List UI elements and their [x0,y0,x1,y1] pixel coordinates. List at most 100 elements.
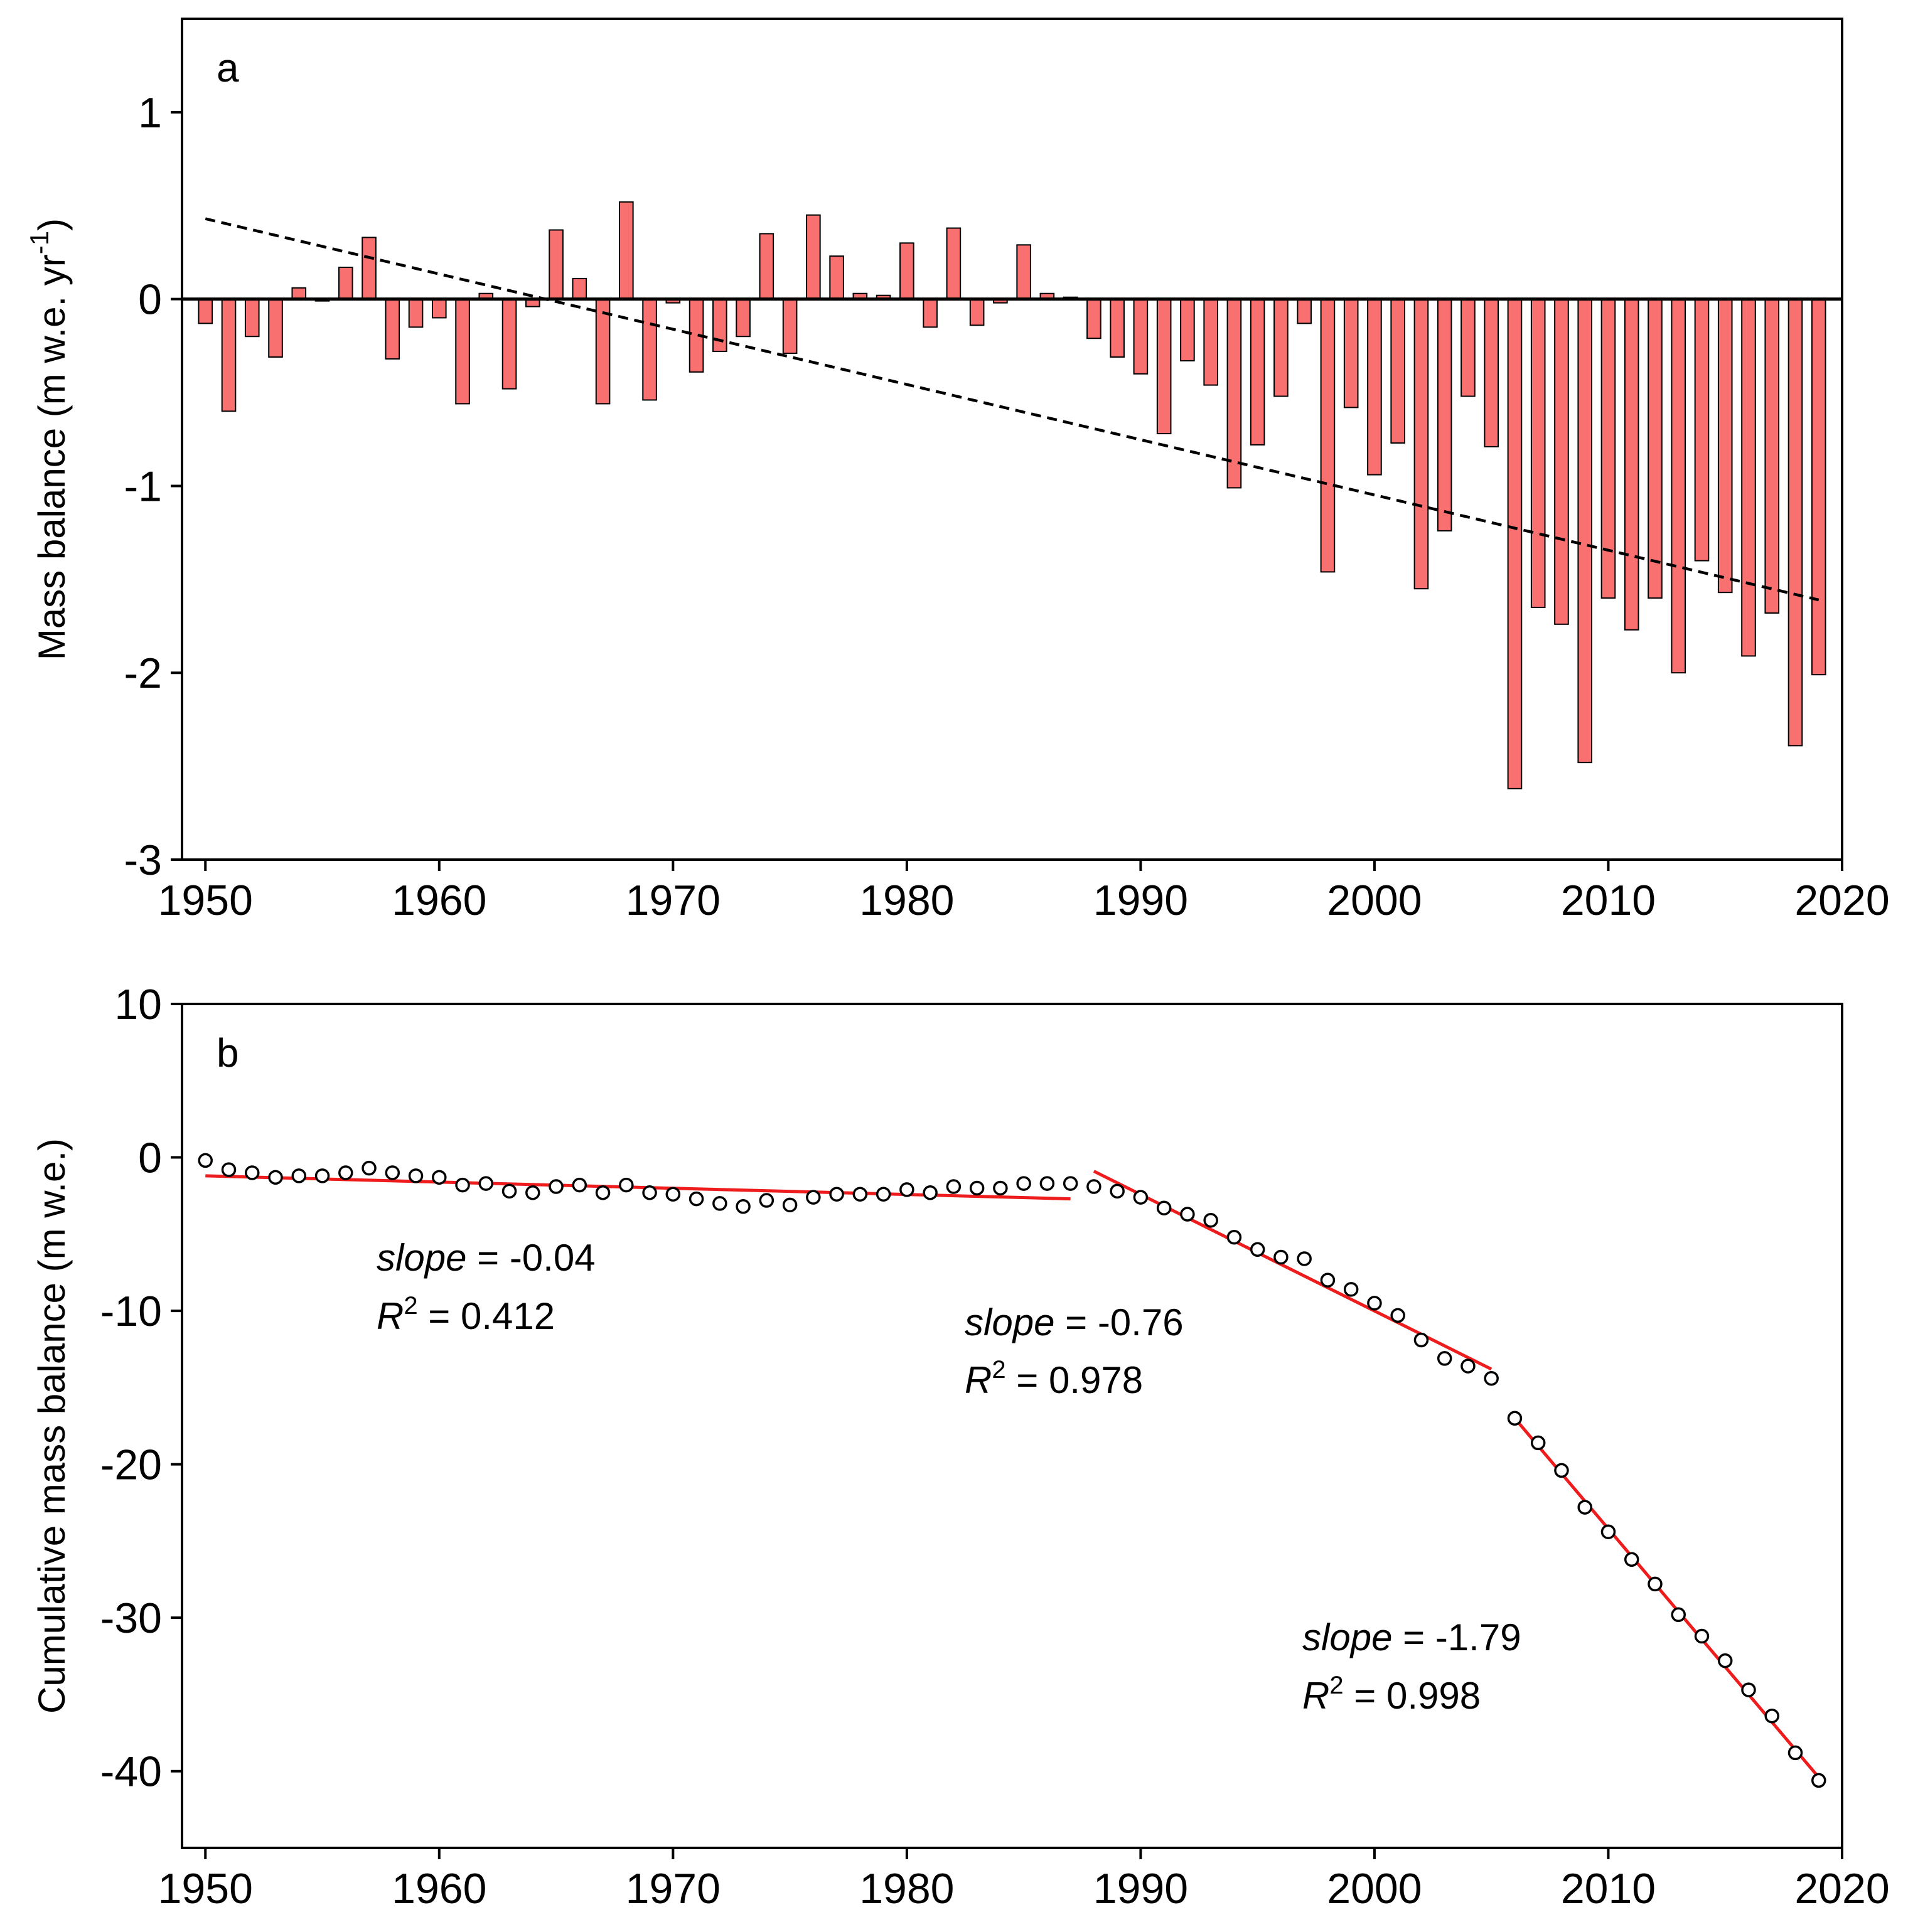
point-1975 [782,1197,798,1213]
bar-1951 [221,298,237,412]
fit-1-r2-value: = 0.412 [418,1295,555,1337]
bar-1973 [736,298,751,338]
bar-2019 [1811,298,1826,676]
fit-1-r2-sup: 2 [404,1292,417,1320]
bar-2008 [1554,298,1569,625]
point-2018 [1787,1745,1803,1761]
x-tick-label-1950: 1950 [158,877,253,924]
point-1973 [736,1199,751,1214]
panel-a-frame [181,18,1843,861]
point-1965 [549,1179,564,1194]
bar-1956 [338,267,353,300]
x-tick-label-1980: 1980 [859,1865,954,1913]
point-1974 [759,1193,774,1208]
x-tick-label-2020: 2020 [1794,877,1889,924]
bar-1966 [572,277,587,300]
bar-1957 [362,237,377,300]
point-2000 [1367,1296,1382,1311]
point-1994 [1226,1229,1242,1245]
bar-1980 [899,242,914,300]
point-2012 [1648,1576,1663,1592]
panel-b-frame [181,1003,1843,1849]
panel-a-label: a [217,45,239,90]
point-1981 [923,1185,938,1200]
bar-2002 [1413,298,1429,590]
panel-b-label: b [217,1030,239,1075]
point-1950 [198,1153,213,1168]
point-1993 [1203,1213,1218,1228]
point-1978 [852,1187,868,1202]
fit-2-slope-value: = -0.76 [1054,1301,1183,1343]
panel-a-trend-line [205,217,1820,602]
point-1988 [1086,1179,1101,1194]
point-2013 [1671,1607,1686,1623]
point-1987 [1063,1176,1078,1191]
point-1985 [1016,1176,1031,1191]
point-2001 [1390,1308,1405,1323]
panel-a: 1950 1960 1970 1980 1990 2000 2010 2020 -3 -2 -1 0… [24,18,1890,924]
bar-2006 [1507,298,1523,789]
point-1989 [1110,1183,1125,1199]
x-tick-label-2000: 2000 [1327,877,1422,924]
panel-b-y-ticks: -40 -30 -20 -10 0 10 [100,981,182,1796]
bar-1965 [549,229,564,300]
bar-1988 [1086,298,1101,339]
point-1984 [993,1180,1008,1196]
bar-1950 [198,298,213,324]
bar-1985 [1016,244,1031,300]
point-1963 [501,1183,517,1199]
bar-2017 [1764,298,1780,614]
fit-1-slope-annotation: slope = -0.04 [377,1237,596,1279]
y-tick-label-0: 0 [138,276,162,324]
y-tick-label--20: -20 [100,1441,162,1489]
panel-a-y-axis-label-close: ) [31,218,73,231]
point-1999 [1343,1282,1359,1297]
bar-1968 [619,201,634,300]
point-1956 [338,1165,353,1180]
y-tick-label--2: -2 [124,649,162,697]
bar-1958 [385,298,400,360]
bar-2007 [1530,298,1546,608]
point-1966 [572,1177,587,1193]
point-2006 [1507,1411,1523,1426]
point-1960 [432,1170,447,1185]
point-1958 [385,1165,400,1180]
point-2010 [1600,1524,1616,1539]
panel-a-y-axis-label-sup: -1 [24,231,54,254]
point-1972 [712,1196,727,1211]
bar-2001 [1390,298,1405,444]
panel-b-points [198,1153,1826,1788]
point-1971 [689,1191,704,1207]
point-1990 [1133,1190,1149,1205]
fit-3-slope-annotation: slope = -1.79 [1302,1616,1521,1658]
fit-1-r2-label: R [377,1295,404,1337]
point-2008 [1554,1463,1569,1478]
x-tick-label-1970: 1970 [626,1865,721,1913]
y-tick-label--30: -30 [100,1594,162,1642]
bar-1974 [759,233,774,300]
fit-3-slope-label: slope [1302,1616,1392,1658]
x-tick-label-1970: 1970 [626,877,721,924]
x-tick-label-1990: 1990 [1093,1865,1188,1913]
bar-1995 [1250,298,1265,446]
point-1998 [1320,1273,1336,1288]
point-1970 [665,1187,681,1202]
point-1967 [595,1185,611,1200]
fit-2-slope-annotation: slope = -0.76 [965,1301,1184,1343]
point-2004 [1460,1358,1476,1374]
bar-1999 [1343,298,1359,408]
y-tick-label--3: -3 [124,836,162,884]
point-1983 [969,1180,985,1196]
fit-1-slope-value: = -0.04 [466,1237,595,1279]
bar-1977 [829,255,844,300]
point-2017 [1764,1708,1779,1724]
bar-1963 [501,298,517,390]
bar-2000 [1367,298,1382,476]
bar-1976 [806,214,821,300]
bar-2004 [1460,298,1476,397]
point-1982 [946,1179,962,1194]
bar-1998 [1320,298,1336,573]
fit-2-r2-label: R [965,1359,992,1401]
x-tick-label-2010: 2010 [1561,877,1656,924]
